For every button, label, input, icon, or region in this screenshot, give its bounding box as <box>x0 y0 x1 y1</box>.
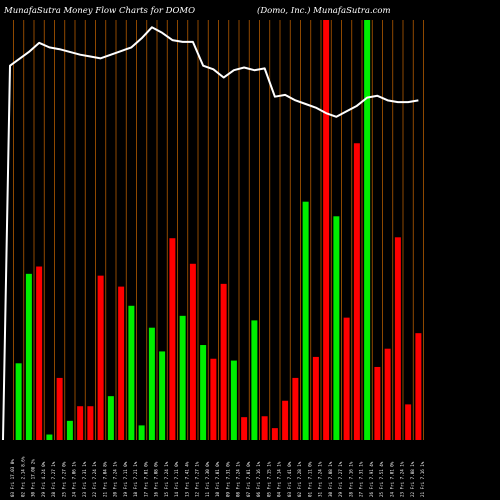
bar-up <box>138 425 145 440</box>
bar-up <box>251 320 258 440</box>
x-tick-label: 22 Fri 7.24 1% <box>92 461 97 497</box>
bar-down <box>312 356 319 440</box>
x-tick-label: 27 Fri 7.31 1% <box>359 461 364 497</box>
x-tick-label: 25 Fri 7.27 0% <box>61 461 66 497</box>
x-tick-label: 31 Fri 7.24 1% <box>318 461 323 497</box>
x-tick-label: 07 Fri 7.01 0% <box>246 461 251 497</box>
bar-down <box>241 417 248 440</box>
x-tick-label: 18 Fri 7.21 1% <box>133 461 138 497</box>
bar-down <box>189 263 196 440</box>
x-tick-labels: 03 Fri 17.03 0% 02 Fri 2.14 8.6% 30 Fri 17… <box>10 456 425 497</box>
bar-down <box>323 20 330 440</box>
bar-up <box>107 396 114 440</box>
x-tick-label: 14 Fri 7.11 0% <box>174 461 179 497</box>
bar-down <box>415 333 422 440</box>
x-tick-label: 28 Fri 7.16 1% <box>348 461 353 497</box>
x-tick-label: 30 Fri 17.08 2% <box>31 459 36 497</box>
x-tick-label: 28 Fri 7.27 1% <box>51 461 56 497</box>
x-tick-label: 29 Fri 7.27 1% <box>338 461 343 497</box>
x-tick-label: 24 Fri 7.01 0% <box>389 461 394 497</box>
bar-down <box>220 283 227 440</box>
x-tick-label: 20 Fri 7.24 1% <box>113 461 118 497</box>
bar-up <box>25 273 32 440</box>
bars <box>15 20 422 440</box>
x-tick-label: 21 Fri 7.04 8% <box>102 461 107 497</box>
bar-down <box>292 377 299 440</box>
bar-up <box>179 315 186 440</box>
bar-down <box>384 348 391 440</box>
bar-up <box>159 351 166 440</box>
x-tick-label: 01 Fri 7.11 0% <box>307 461 312 497</box>
bar-down <box>97 275 104 440</box>
x-tick-label: 04 Fri 7.14 1% <box>277 461 282 497</box>
x-tick-label: 22 Fri 7.08 1% <box>410 461 415 497</box>
bar-down <box>87 406 94 440</box>
price-line <box>2 26 419 441</box>
bar-up <box>200 345 207 440</box>
bar-down <box>77 406 84 440</box>
chart-title-right: (Domo, Inc.) MunafaSutra.com <box>257 5 391 16</box>
x-tick-label: 02 Fri 7.28 1% <box>297 461 302 497</box>
x-tick-label: 02 Fri 2.14 8.6% <box>20 456 25 497</box>
bar-up <box>148 327 155 440</box>
bar-down <box>36 266 43 440</box>
x-tick-label: 12 Fri 7.27 1% <box>195 461 200 497</box>
x-tick-label: 30 Fri 7.08 1% <box>328 461 333 497</box>
grid <box>13 20 424 440</box>
bar-up <box>46 434 53 440</box>
x-tick-label: 11 Fri 7.30 0% <box>205 461 210 497</box>
x-tick-label: 08 Fri 7.24 1% <box>236 461 241 497</box>
price-line-path <box>2 26 419 441</box>
bar-up <box>230 360 237 440</box>
bar-up <box>66 420 73 440</box>
x-tick-label: 05 Fri 7.15 1% <box>266 461 271 497</box>
x-tick-label: 16 Fri 7.08 0% <box>154 461 159 497</box>
x-tick-label: 15 Fri 7.24 1% <box>164 461 169 497</box>
x-tick-label: 17 Fri 7.01 0% <box>143 461 148 497</box>
x-tick-label: 13 Fri 7.41 4% <box>184 461 189 497</box>
chart-title-left: MunafaSutra Money Flow Charts for DOMO <box>3 6 195 16</box>
x-tick-label: 03 Fri 17.03 0% <box>10 459 15 497</box>
bar-down <box>56 377 63 440</box>
x-tick-label: 23 Fri 7.31 1% <box>82 461 87 497</box>
x-tick-label: 06 Fri 7.16 1% <box>256 461 261 497</box>
x-tick-label: 23 Fri 7.24 1% <box>400 461 405 497</box>
x-tick-label: 24 Fri 7.06 1% <box>72 461 77 497</box>
x-tick-label: 26 Fri 7.91 4% <box>369 461 374 497</box>
bar-down <box>405 404 412 440</box>
bar-up <box>333 216 340 440</box>
x-tick-label: 10 Fri 7.01 0% <box>215 461 220 497</box>
bar-down <box>271 428 278 440</box>
x-tick-label: 09 Fri 7.31 0% <box>225 461 230 497</box>
bar-down <box>353 143 360 440</box>
x-tick-label: 25 Fri 7.51 4% <box>379 461 384 497</box>
x-tick-label: 03 Fri 7.41 0% <box>287 461 292 497</box>
x-tick-label: 19 Fri 7.11 0% <box>123 461 128 497</box>
x-tick-label: 21 Fri 7.16 1% <box>420 461 425 497</box>
bar-down <box>118 286 125 440</box>
bar-up <box>364 20 371 440</box>
bar-up <box>128 305 135 440</box>
bar-down <box>394 237 401 440</box>
x-tick-label: 29 Fri 4.24 0% <box>41 461 46 497</box>
bar-up <box>302 201 309 440</box>
bar-down <box>282 400 289 440</box>
bar-down <box>169 238 176 440</box>
bar-up <box>15 363 22 440</box>
bar-down <box>374 366 381 440</box>
bar-down <box>210 358 217 440</box>
bar-down <box>343 317 350 440</box>
bar-down <box>261 416 268 440</box>
